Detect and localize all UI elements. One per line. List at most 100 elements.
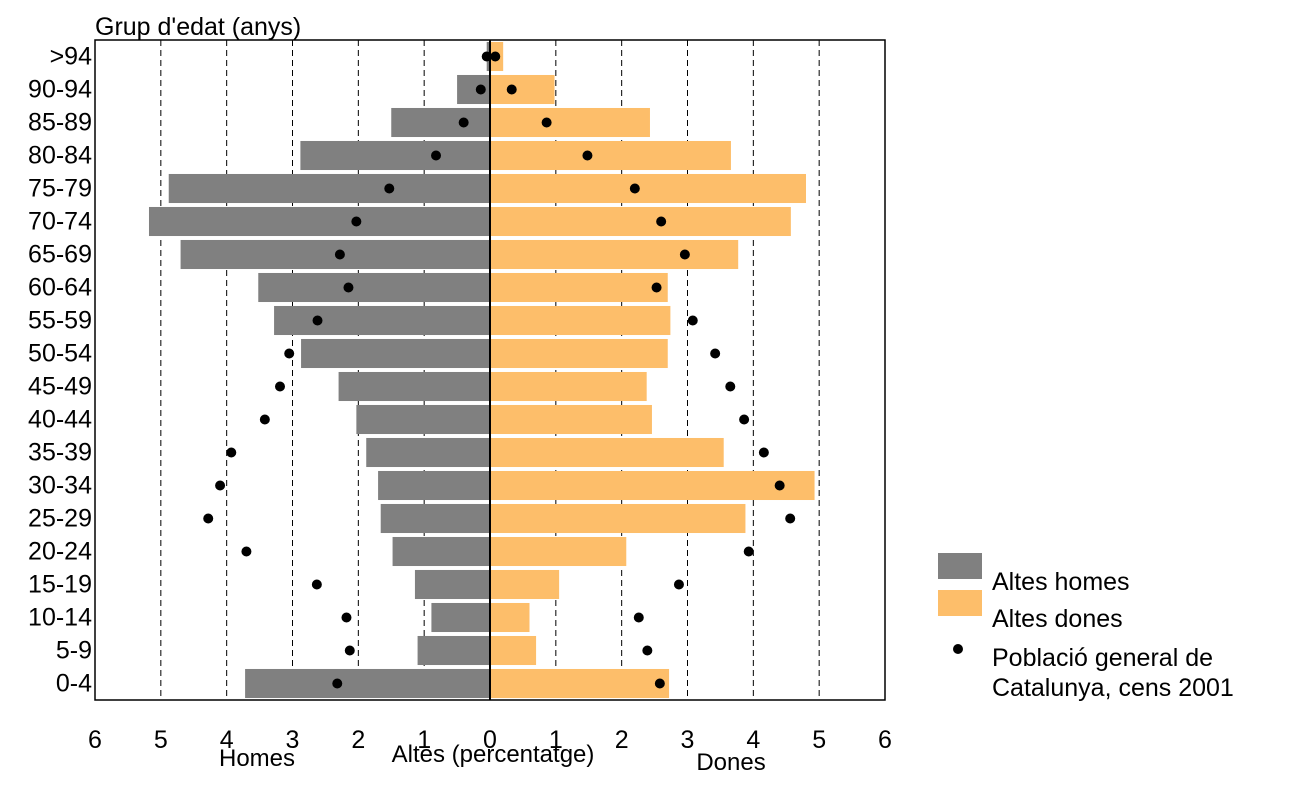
y-tick-label: 10-14 [28,604,92,632]
point-poblacio-homes-14 [203,513,214,524]
point-poblacio-dones-1 [506,84,517,95]
bar-homes-4 [168,173,490,204]
point-poblacio-dones-19 [654,678,665,689]
chart-title: Grup d'edat (anys) [95,13,301,41]
y-tick-label: 65-69 [28,241,92,269]
point-poblacio-homes-4 [384,183,395,194]
point-poblacio-homes-19 [332,678,343,689]
point-poblacio-dones-10 [725,381,736,392]
y-tick-label: 80-84 [28,142,92,170]
point-poblacio-homes-8 [312,315,323,326]
x-tick-label: 3 [681,726,695,754]
bar-dones-15 [490,536,627,567]
point-poblacio-homes-6 [334,249,345,260]
y-tick-label: 25-29 [28,505,92,533]
point-poblacio-dones-0 [490,51,501,62]
x-tick-label: 6 [88,726,102,754]
point-poblacio-dones-13 [774,480,785,491]
point-poblacio-homes-9 [284,348,295,359]
point-poblacio-dones-3 [582,150,593,161]
x-tick-label: 1 [417,726,431,754]
point-poblacio-dones-6 [679,249,690,260]
legend-label-poblacio-2: Catalunya, cens 2001 [992,674,1234,702]
point-poblacio-homes-15 [241,546,252,557]
side-label-homes: Homes [219,745,295,772]
bar-dones-1 [490,74,555,105]
point-poblacio-dones-4 [629,183,640,194]
bar-homes-16 [414,569,490,600]
point-poblacio-dones-11 [739,414,750,425]
point-poblacio-homes-5 [351,216,362,227]
bar-dones-9 [490,338,668,369]
y-tick-label: 85-89 [28,109,92,137]
point-poblacio-dones-17 [633,612,644,623]
y-tick-label: 0-4 [56,670,92,698]
bars-layer [148,41,815,699]
y-tick-label: 90-94 [28,76,92,104]
x-tick-label: 5 [812,726,826,754]
bar-homes-2 [391,107,490,138]
point-poblacio-homes-17 [341,612,352,623]
point-poblacio-dones-18 [642,645,653,656]
x-tick-label: 5 [154,726,168,754]
bar-homes-9 [301,338,490,369]
legend-swatch-homes [938,553,982,579]
y-tick-label: 75-79 [28,175,92,203]
side-label-dones: Dones [696,749,765,776]
legend-label-dones: Altes dones [992,605,1123,633]
point-poblacio-homes-1 [475,84,486,95]
point-poblacio-dones-7 [651,282,662,293]
bar-homes-17 [431,602,490,633]
point-poblacio-homes-18 [344,645,355,656]
bar-dones-13 [490,470,815,501]
y-tick-label: 5-9 [56,637,92,665]
point-poblacio-homes-3 [431,150,442,161]
y-tick-label: 30-34 [28,472,92,500]
y-tick-label: 15-19 [28,571,92,599]
y-tick-label: 20-24 [28,538,92,566]
x-tick-label: 4 [746,726,760,754]
bar-dones-18 [490,635,537,666]
point-poblacio-homes-16 [311,579,322,590]
x-tick-label: 2 [615,726,629,754]
bar-homes-10 [338,371,490,402]
plot-frame [94,39,886,701]
legend-marker-poblacio [953,644,963,654]
bar-dones-11 [490,404,652,435]
bar-dones-12 [490,437,724,468]
point-poblacio-dones-8 [687,315,698,326]
bar-homes-3 [300,140,490,171]
bar-dones-4 [490,173,806,204]
bar-homes-19 [245,668,490,699]
bar-homes-14 [380,503,490,534]
x-tick-label: 3 [286,726,300,754]
x-tick-label: 1 [549,726,563,754]
point-poblacio-homes-2 [458,117,469,128]
bar-dones-10 [490,371,647,402]
point-poblacio-homes-11 [259,414,270,425]
y-tick-label: 60-64 [28,274,92,302]
bar-dones-14 [490,503,746,534]
y-tick-label: 70-74 [28,208,92,236]
point-poblacio-homes-10 [274,381,285,392]
legend: Altes homes Altes dones Població general… [938,553,1234,702]
x-tick-label: 0 [483,726,497,754]
bar-homes-5 [148,206,490,237]
y-tick-label: 40-44 [28,406,92,434]
bar-homes-7 [258,272,490,303]
x-tick-label: 6 [878,726,892,754]
bar-dones-17 [490,602,530,633]
y-tick-label: 50-54 [28,340,92,368]
y-tick-label: 55-59 [28,307,92,335]
bar-homes-12 [366,437,490,468]
bar-dones-16 [490,569,560,600]
x-tick-labels: 6 5 4 3 2 1 0 1 2 3 4 5 6 [88,726,892,754]
bar-dones-19 [490,668,670,699]
point-poblacio-dones-12 [758,447,769,458]
bar-dones-6 [490,239,739,270]
bar-dones-7 [490,272,668,303]
point-poblacio-dones-15 [743,546,754,557]
point-poblacio-homes-12 [226,447,237,458]
y-tick-labels: >94 90-94 85-89 80-84 75-79 70-74 65-69 60-64 55… [28,43,92,698]
